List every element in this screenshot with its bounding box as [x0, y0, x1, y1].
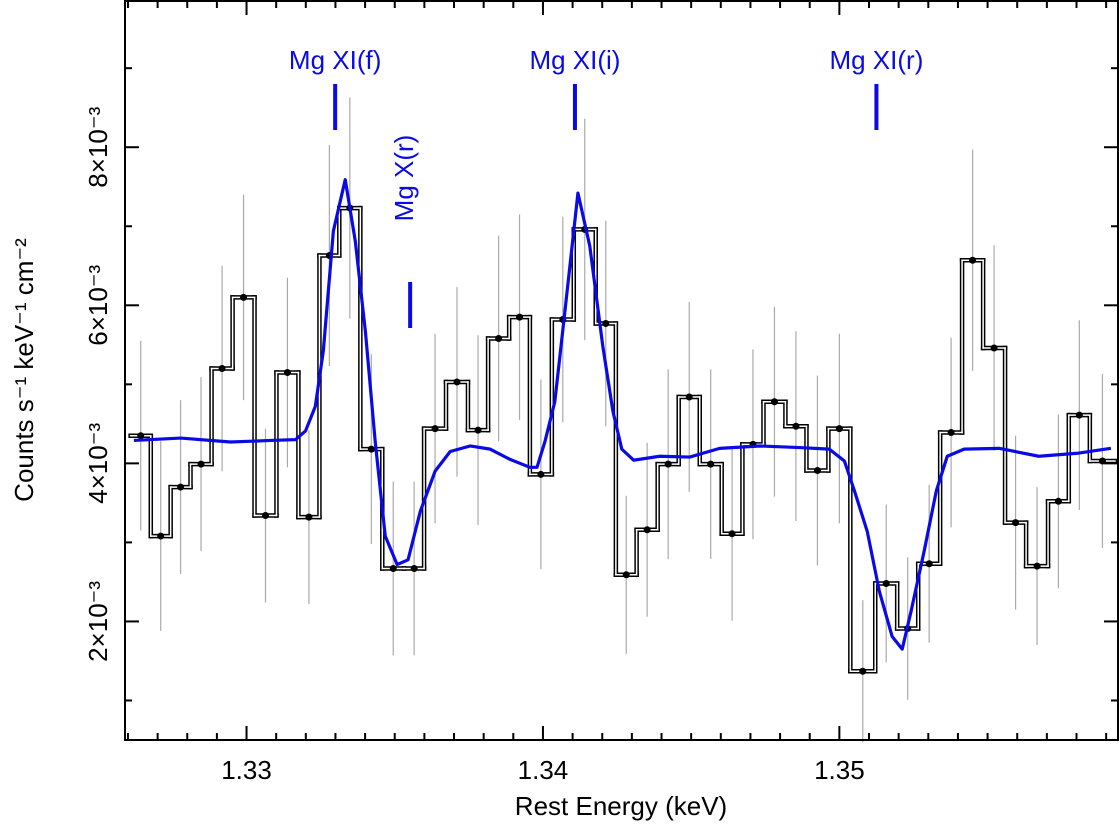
- data-point: [157, 532, 165, 540]
- data-point: [643, 526, 651, 534]
- plot-frame: [124, 0, 1119, 741]
- data-point: [1098, 457, 1106, 465]
- data-point: [262, 512, 270, 520]
- data-point: [969, 256, 977, 264]
- data-point: [474, 426, 482, 434]
- y-tick-label: 4×10⁻³: [83, 423, 113, 504]
- data-point: [516, 313, 524, 321]
- data-point: [792, 422, 800, 430]
- x-axis-label: Rest Energy (keV): [515, 791, 727, 821]
- data-point: [882, 580, 890, 588]
- data-point: [431, 425, 439, 433]
- x-tick-label: 1.35: [814, 755, 865, 785]
- data-point: [367, 445, 375, 453]
- data-point: [813, 466, 821, 474]
- line-label: Mg XI(r): [829, 45, 923, 75]
- data-point: [537, 470, 545, 478]
- x-tick-label: 1.34: [518, 755, 569, 785]
- data-point: [1012, 519, 1020, 527]
- y-tick-label: 6×10⁻³: [83, 264, 113, 345]
- data-point: [707, 460, 715, 468]
- y-axis-label: Counts s⁻¹ keV⁻¹ cm⁻²: [9, 238, 39, 502]
- data-point: [685, 393, 693, 401]
- data-point: [410, 564, 418, 572]
- data-point: [1033, 562, 1041, 570]
- data-point: [1075, 411, 1083, 419]
- data-point: [453, 378, 461, 386]
- data-point: [990, 344, 998, 352]
- data-point: [240, 293, 248, 301]
- line-label: Mg XI(i): [529, 45, 620, 75]
- data-point: [664, 460, 672, 468]
- x-tick-label: 1.33: [221, 755, 272, 785]
- data-point: [622, 571, 630, 579]
- data-point: [1054, 497, 1062, 505]
- y-tick-label: 2×10⁻³: [83, 581, 113, 662]
- data-point: [925, 560, 933, 568]
- data-point: [835, 425, 843, 433]
- data-point: [495, 334, 503, 342]
- y-tick-label: 8×10⁻³: [83, 106, 113, 187]
- line-label: Mg XI(f): [289, 45, 381, 75]
- data-point: [602, 319, 610, 327]
- data-point: [947, 429, 955, 437]
- data-point: [728, 530, 736, 538]
- data-point: [137, 432, 145, 440]
- model-line: [133, 178, 1112, 651]
- data-point: [218, 365, 226, 373]
- data-point: [770, 398, 778, 406]
- data-point: [305, 513, 313, 521]
- data-point: [389, 564, 397, 572]
- line-label: Mg X(r): [389, 135, 419, 222]
- data-point: [177, 483, 185, 491]
- data-point: [197, 460, 205, 468]
- data-point: [283, 368, 291, 376]
- data-point: [859, 667, 867, 675]
